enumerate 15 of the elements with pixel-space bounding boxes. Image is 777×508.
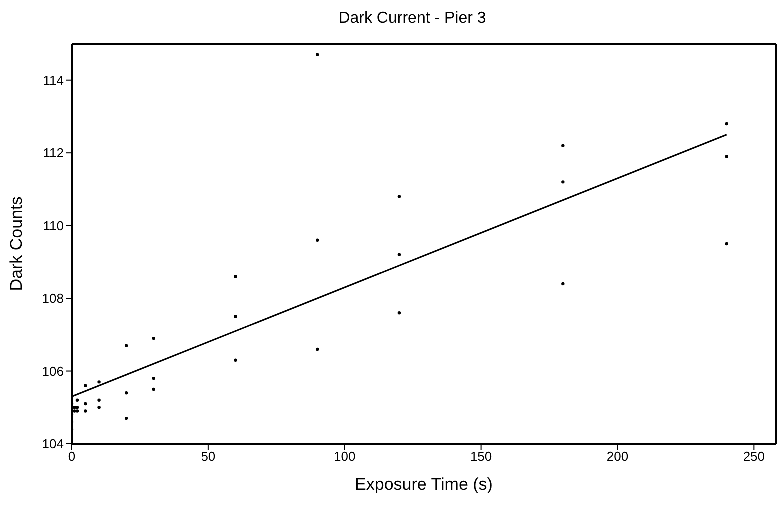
y-tick-label: 104 [42,436,64,452]
y-axis-title: Dark Counts [7,196,26,292]
y-tick-label: 106 [42,364,64,379]
x-tick-label: 0 [68,449,76,464]
x-axis-title: Exposure Time (s) [355,475,493,494]
x-tick-label: 150 [470,449,492,464]
chart-title: Dark Current - Pier 3 [338,9,488,29]
y-tick-label: 110 [43,218,64,234]
x-tick-label: 250 [743,449,766,464]
y-tick-label: 108 [42,291,64,306]
y-tick-label: 112 [43,146,64,161]
x-tick-label: 50 [201,449,216,464]
y-tick-label: 114 [43,72,64,88]
x-tick-label: 100 [334,449,356,464]
x-tick-label: 200 [606,449,629,464]
